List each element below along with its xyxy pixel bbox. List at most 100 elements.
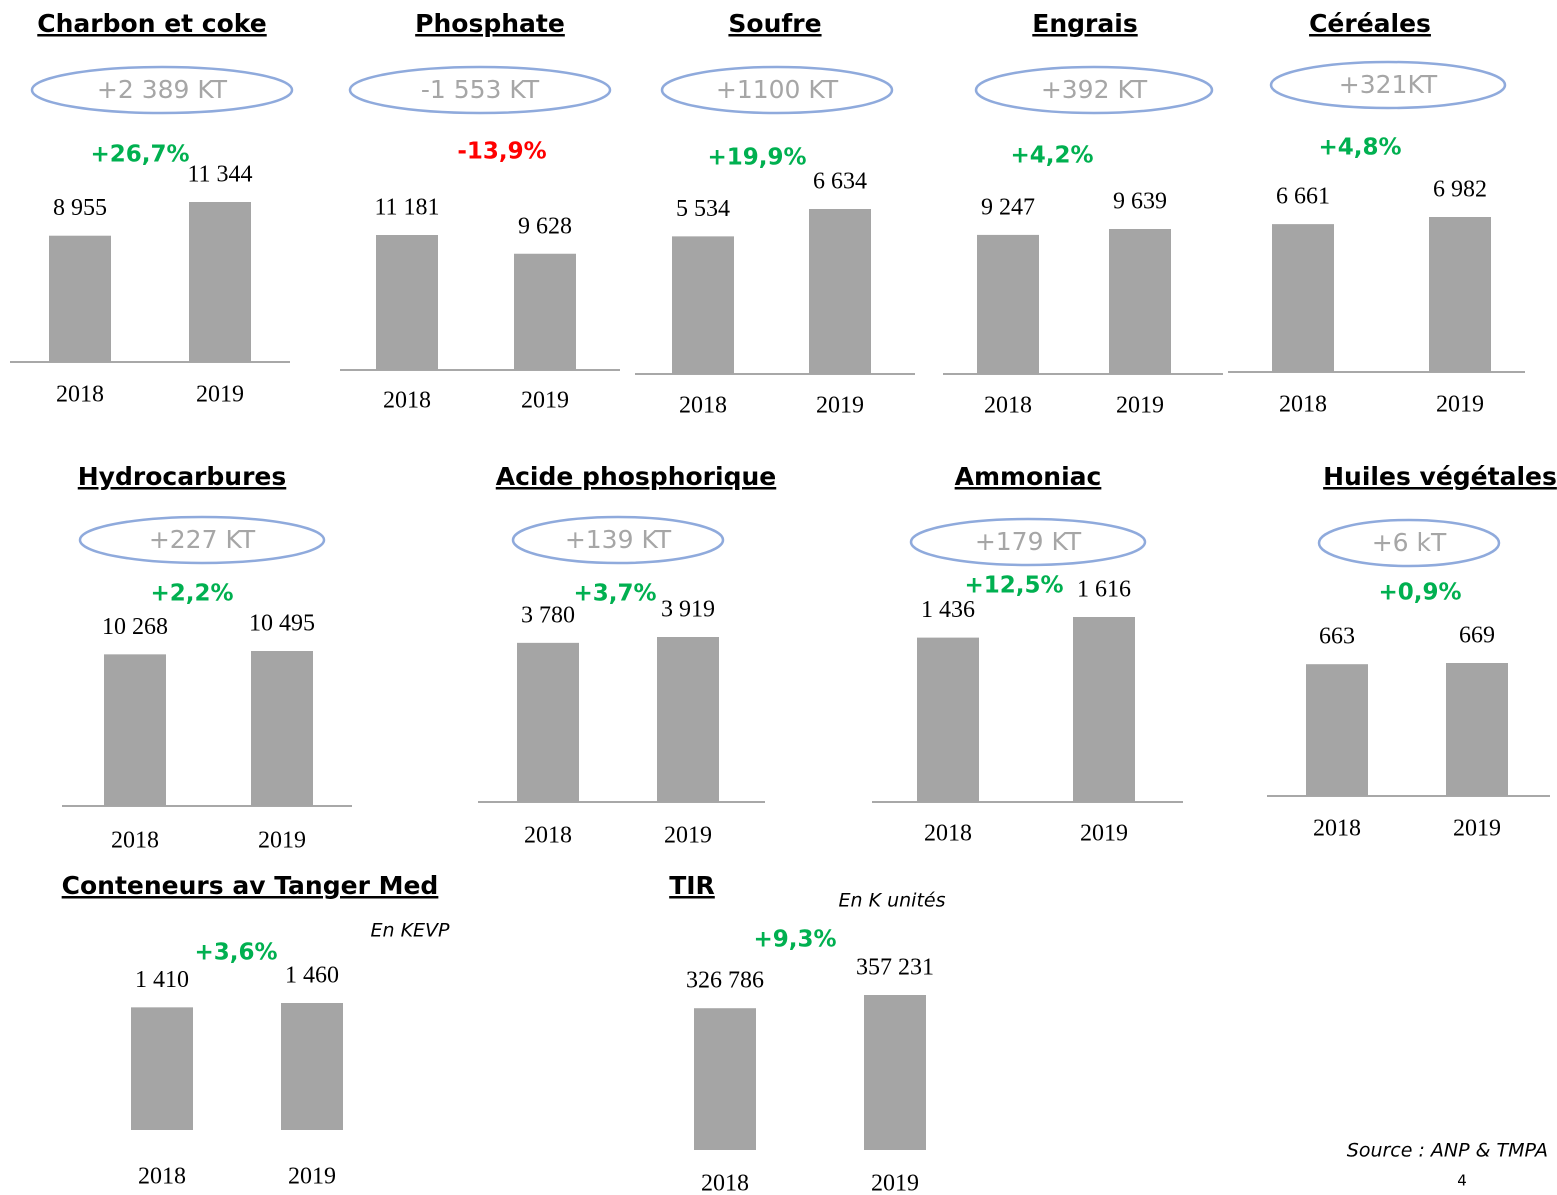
value-label: 663	[1319, 624, 1355, 650]
x-tick-label: 2019	[288, 1164, 336, 1190]
bar	[189, 202, 251, 362]
change-label: +3,6%	[194, 940, 277, 966]
badge-text: +2 389 KT	[97, 75, 228, 104]
bar	[1306, 664, 1368, 796]
badge-text: +139 KT	[565, 525, 672, 554]
value-label: 357 231	[856, 955, 934, 981]
x-tick-label: 2019	[816, 393, 864, 419]
badge-text: -1 553 KT	[421, 75, 540, 104]
x-tick-label: 2019	[196, 382, 244, 408]
bar	[1109, 229, 1171, 374]
bar	[1073, 617, 1135, 802]
x-tick-label: 2018	[383, 388, 431, 414]
badge-text: +179 KT	[975, 527, 1082, 556]
bar	[1272, 224, 1334, 372]
value-label: 6 982	[1433, 177, 1487, 203]
x-tick-label: 2019	[258, 828, 306, 854]
source: Source : ANP & TMPA	[1347, 1140, 1548, 1162]
value-label: 10 495	[249, 611, 315, 637]
badge-outline	[974, 65, 1214, 115]
bar	[104, 654, 166, 806]
badge-outline	[909, 517, 1147, 567]
value-label: 11 181	[374, 195, 439, 221]
bar	[1429, 217, 1491, 372]
x-tick-label: 2018	[679, 393, 727, 419]
badge-outline	[1317, 518, 1501, 568]
unit-label: En KEVP	[370, 920, 450, 942]
value-label: 1 436	[921, 597, 975, 623]
bar	[917, 637, 979, 802]
chart-title: Charbon et coke	[37, 9, 266, 38]
value-label: 326 786	[686, 968, 764, 994]
bar	[517, 642, 579, 802]
change-label: +4,2%	[1010, 143, 1093, 169]
chart-title: Soufre	[728, 9, 821, 38]
bar	[694, 1008, 756, 1150]
x-tick-label: 2018	[56, 382, 104, 408]
chart-title: Engrais	[1032, 9, 1137, 38]
value-label: 9 247	[981, 194, 1035, 220]
x-tick-label: 2019	[521, 388, 569, 414]
x-tick-label: 2019	[1080, 821, 1128, 847]
x-tick-label: 2018	[701, 1171, 749, 1195]
x-tick-label: 2019	[871, 1171, 919, 1195]
chart-title: Acide phosphorique	[496, 462, 776, 491]
value-label: 11 344	[187, 162, 252, 188]
page-number: 4	[1457, 1172, 1467, 1190]
x-tick-label: 2018	[138, 1164, 186, 1190]
value-label: 1 616	[1077, 577, 1131, 603]
bar	[864, 995, 926, 1150]
badge-text: +1100 KT	[716, 75, 839, 104]
change-label: +2,2%	[150, 581, 233, 607]
x-tick-label: 2019	[1436, 392, 1484, 418]
bar	[281, 1003, 343, 1130]
x-tick-label: 2018	[1279, 392, 1327, 418]
badge-text: +321KT	[1339, 70, 1438, 99]
badge-text: +392 KT	[1041, 75, 1148, 104]
badge-outline	[1269, 60, 1507, 110]
bar	[376, 235, 438, 370]
change-label: +0,9%	[1378, 580, 1461, 606]
bar	[49, 235, 111, 362]
value-label: 6 661	[1276, 184, 1330, 210]
value-label: 6 634	[813, 169, 867, 195]
change-label: +9,3%	[753, 927, 836, 953]
change-label: +26,7%	[90, 142, 189, 168]
value-label: 3 780	[521, 602, 575, 628]
badge-text: +6 kT	[1372, 528, 1447, 557]
badge-outline	[348, 65, 612, 115]
bar	[977, 234, 1039, 374]
x-tick-label: 2018	[924, 821, 972, 847]
x-tick-label: 2018	[984, 393, 1032, 419]
change-label: +12,5%	[964, 573, 1063, 599]
badge-outline	[30, 65, 294, 115]
change-label: -13,9%	[457, 139, 546, 165]
unit-label: En K unités	[839, 890, 946, 912]
chart-title: Phosphate	[415, 9, 565, 38]
value-label: 1 410	[135, 967, 189, 993]
bar	[131, 1007, 193, 1130]
chart-title: Huiles végétales	[1323, 462, 1557, 491]
x-tick-label: 2018	[111, 828, 159, 854]
change-label: +4,8%	[1318, 135, 1401, 161]
chart-title: Hydrocarbures	[78, 462, 287, 491]
value-label: 5 534	[676, 196, 730, 222]
chart-title: TIR	[669, 871, 715, 900]
value-label: 3 919	[661, 597, 715, 623]
value-label: 1 460	[285, 963, 339, 989]
x-tick-label: 2018	[524, 823, 572, 849]
x-tick-label: 2019	[664, 823, 712, 849]
x-tick-label: 2018	[1313, 816, 1361, 842]
change-label: +19,9%	[707, 145, 806, 171]
bar	[251, 651, 313, 806]
value-label: 9 628	[518, 213, 572, 239]
bar	[657, 637, 719, 802]
badge-outline	[511, 515, 725, 565]
badge-outline	[660, 65, 894, 115]
chart-title: Céréales	[1309, 9, 1431, 38]
bar	[672, 236, 734, 374]
value-label: 10 268	[102, 614, 168, 640]
badge-text: +227 KT	[149, 525, 256, 554]
bar	[809, 209, 871, 374]
